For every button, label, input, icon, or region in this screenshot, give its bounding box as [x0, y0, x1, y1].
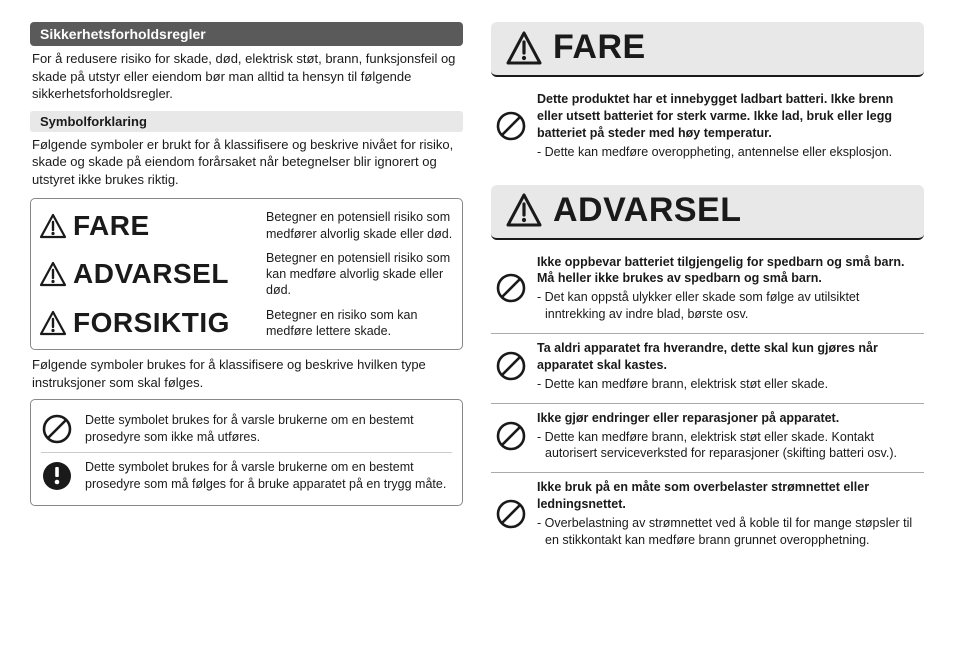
def-desc: Betegner en potensiell risiko som kan me…	[266, 250, 454, 299]
warning-triangle-icon	[39, 213, 67, 239]
banner-title: ADVARSEL	[553, 191, 742, 230]
intro-text-1: For å redusere risiko for skade, død, el…	[30, 50, 463, 103]
def-term: FORSIKTIG	[73, 307, 230, 339]
def-desc: Betegner en potensiell risiko som medfør…	[266, 209, 454, 242]
warn-text: Ikke gjør endringer eller reparasjoner p…	[537, 410, 920, 463]
prohibit-icon	[41, 413, 73, 445]
def-row-advarsel: ADVARSEL Betegner en potensiell risiko s…	[39, 246, 454, 303]
banner-title: FARE	[553, 28, 646, 67]
def-desc: Betegner en risiko som kan medføre lette…	[266, 307, 454, 340]
warning-triangle-icon	[39, 310, 67, 336]
instr-desc: Dette symbolet brukes for å varsle bruke…	[85, 459, 452, 493]
warn-item: Ikke gjør endringer eller reparasjoner p…	[491, 404, 924, 474]
warn-item: Ta aldri apparatet fra hverandre, dette …	[491, 334, 924, 404]
left-column: Sikkerhetsforholdsregler For å redusere …	[30, 22, 463, 649]
symbol-explanation-header: Symbolforklaring	[30, 111, 463, 132]
safety-rules-header: Sikkerhetsforholdsregler	[30, 22, 463, 46]
def-row-fare: FARE Betegner en potensiell risiko som m…	[39, 205, 454, 246]
prohibit-icon	[495, 110, 527, 142]
warn-item: Ikke bruk på en måte som overbelaster st…	[491, 473, 924, 559]
def-term: ADVARSEL	[73, 258, 229, 290]
mandatory-icon	[41, 460, 73, 492]
warn-text: Ikke oppbevar batteriet tilgjengelig for…	[537, 254, 920, 324]
instruction-symbols-box: Dette symbolet brukes for å varsle bruke…	[30, 399, 463, 506]
warn-item: Dette produktet har et innebygget ladbar…	[491, 85, 924, 171]
definitions-table: FARE Betegner en potensiell risiko som m…	[30, 198, 463, 350]
warn-text: Ta aldri apparatet fra hverandre, dette …	[537, 340, 920, 393]
def-row-forsiktig: FORSIKTIG Betegner en risiko som kan med…	[39, 303, 454, 344]
prohibit-icon	[495, 272, 527, 304]
prohibit-icon	[495, 498, 527, 530]
warn-text: Ikke bruk på en måte som overbelaster st…	[537, 479, 920, 549]
intro-text-2: Følgende symboler er brukt for å klassif…	[30, 136, 463, 189]
prohibit-icon	[495, 420, 527, 452]
warning-triangle-icon	[505, 30, 543, 66]
advarsel-banner: ADVARSEL	[491, 185, 924, 240]
right-column: FARE Dette produktet har et innebygget l…	[491, 22, 924, 649]
prohibit-icon	[495, 350, 527, 382]
intro-text-3: Følgende symboler brukes for å klassifis…	[30, 356, 463, 391]
instr-row-mandatory: Dette symbolet brukes for å varsle bruke…	[41, 452, 452, 499]
instr-desc: Dette symbolet brukes for å varsle bruke…	[85, 412, 452, 446]
def-term: FARE	[73, 210, 150, 242]
warning-triangle-icon	[505, 192, 543, 228]
warning-triangle-icon	[39, 261, 67, 287]
instr-row-prohibit: Dette symbolet brukes for å varsle bruke…	[41, 406, 452, 452]
warn-item: Ikke oppbevar batteriet tilgjengelig for…	[491, 248, 924, 335]
warn-text: Dette produktet har et innebygget ladbar…	[537, 91, 920, 161]
fare-banner: FARE	[491, 22, 924, 77]
